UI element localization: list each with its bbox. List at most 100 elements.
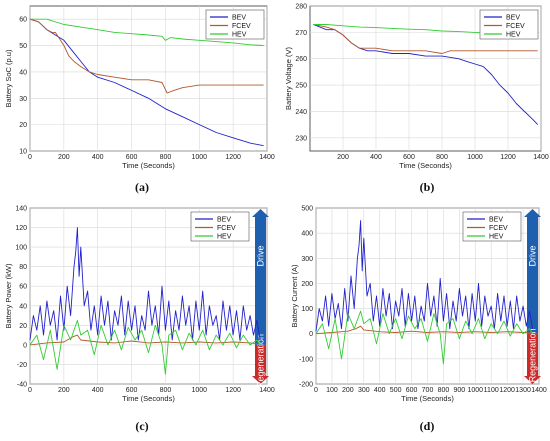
y-tick-label: 20	[19, 323, 27, 330]
x-tick-label: 200	[337, 154, 349, 161]
y-tick-label: -40	[17, 382, 27, 389]
regeneration-label: Regeneration	[256, 334, 266, 388]
y-tick-label: -20	[17, 362, 27, 369]
legend-entry: FCEV	[217, 225, 236, 232]
x-tick-label: 1200	[500, 154, 516, 161]
x-tick-label: 0	[28, 154, 32, 161]
x-tick-label: 400	[370, 154, 382, 161]
x-tick-label: 700	[422, 387, 434, 394]
y-tick-label: 260	[295, 56, 307, 63]
y-tick-label: 0	[23, 342, 27, 349]
y-tick-label: 60	[19, 17, 27, 24]
x-tick-label: 300	[358, 387, 370, 394]
x-tick-label: 400	[92, 154, 104, 161]
subfigure-caption: (d)	[420, 419, 435, 433]
y-tick-label: 500	[301, 206, 313, 213]
y-tick-label: 40	[19, 69, 27, 76]
y-axis-label: Battery Voltage (V)	[284, 47, 293, 110]
x-tick-label: 0	[314, 387, 318, 394]
subfigure-caption: (b)	[420, 180, 435, 194]
x-tick-label: 800	[438, 387, 450, 394]
y-tick-label: 50	[19, 43, 27, 50]
x-tick-label: 200	[58, 154, 70, 161]
x-axis-label: Time (Seconds)	[122, 394, 175, 403]
series-line-fcev	[313, 24, 538, 54]
x-tick-label: 1000	[191, 154, 207, 161]
x-tick-label: 0	[28, 387, 32, 394]
legend-entry: FCEV	[506, 23, 525, 30]
legend-entry: HEV	[217, 233, 232, 240]
legend-entry: BEV	[489, 216, 503, 223]
series-line-bev	[29, 227, 261, 341]
y-tick-label: 240	[295, 109, 307, 116]
series-line-bev	[29, 18, 264, 147]
drive-arrow: Drive	[524, 209, 541, 334]
chart-d: 0 100 200 300 400 500 600 700 800 900 1000 1100 1200…	[290, 206, 547, 434]
subfigure-caption: (a)	[135, 180, 149, 194]
x-tick-label: 900	[454, 387, 466, 394]
subfigure-caption: (c)	[135, 419, 148, 433]
y-tick-label: 230	[295, 135, 307, 142]
x-tick-label: 1000	[191, 387, 207, 394]
drive-label: Drive	[256, 245, 266, 266]
x-tick-label: 1000	[467, 154, 483, 161]
y-tick-label: 100	[301, 306, 313, 313]
x-tick-label: 1400	[533, 154, 549, 161]
x-tick-label: 1400	[259, 154, 275, 161]
chart-a: 0 200 400 600 800 1000 1200 1400 10 20 30 40 50 60 BEV…	[4, 5, 275, 194]
chart-c: 0 200 400 600 800 1000 1200 1400 -40 -20 0 20 40 60 80…	[4, 206, 275, 434]
x-tick-label: 1200	[225, 387, 241, 394]
x-tick-label: 800	[160, 154, 172, 161]
y-axis-label: Battery Current (A)	[290, 264, 299, 327]
legend-entry: BEV	[232, 14, 246, 21]
y-tick-label: 200	[301, 281, 313, 288]
y-tick-label: 0	[309, 331, 313, 338]
x-tick-label: 600	[403, 154, 415, 161]
legend-entry: FCEV	[232, 23, 251, 30]
y-tick-label: 60	[19, 284, 27, 291]
y-tick-label: 100	[15, 245, 27, 252]
y-tick-label: -100	[299, 356, 313, 363]
y-tick-label: 80	[19, 264, 27, 271]
x-tick-label: 200	[58, 387, 70, 394]
series-line-hev	[315, 310, 533, 365]
legend-entry: FCEV	[489, 225, 508, 232]
series-line-hev	[29, 319, 261, 375]
x-tick-label: 600	[406, 387, 418, 394]
x-tick-label: 400	[92, 387, 104, 394]
x-axis-label: Time (Seconds)	[122, 161, 175, 170]
x-tick-label: 100	[326, 387, 338, 394]
legend-entry: HEV	[489, 233, 504, 240]
x-tick-label: 1200	[225, 154, 241, 161]
x-tick-label: 200	[342, 387, 354, 394]
legend-entry: BEV	[506, 14, 520, 21]
drive-label: Drive	[528, 245, 538, 266]
series-line-bev	[315, 220, 534, 332]
y-axis-label: Battery SoC (p.u)	[4, 49, 13, 107]
y-axis-label: Battery Power (kW)	[4, 263, 13, 329]
y-tick-label: 280	[295, 4, 307, 11]
y-tick-label: 20	[19, 122, 27, 129]
regeneration-arrow: Regeneration	[524, 328, 541, 384]
x-tick-label: 1000	[467, 387, 483, 394]
x-tick-label: 800	[160, 387, 172, 394]
legend-entry: HEV	[506, 31, 521, 38]
y-tick-label: 300	[301, 256, 313, 263]
x-tick-label: 400	[374, 387, 386, 394]
regeneration-label: Regeneration	[528, 328, 538, 382]
x-axis-label: Time (Seconds)	[399, 161, 452, 170]
x-tick-label: 1400	[531, 387, 547, 394]
y-tick-label: 120	[15, 225, 27, 232]
x-tick-label: 1200	[499, 387, 515, 394]
y-tick-label: 40	[19, 303, 27, 310]
series-line-fcev	[29, 18, 264, 94]
y-tick-label: 400	[301, 231, 313, 238]
y-tick-label: 30	[19, 96, 27, 103]
drive-arrow: Drive	[252, 209, 269, 345]
regeneration-arrow: Regeneration	[252, 334, 269, 388]
y-tick-label: 140	[15, 206, 27, 213]
